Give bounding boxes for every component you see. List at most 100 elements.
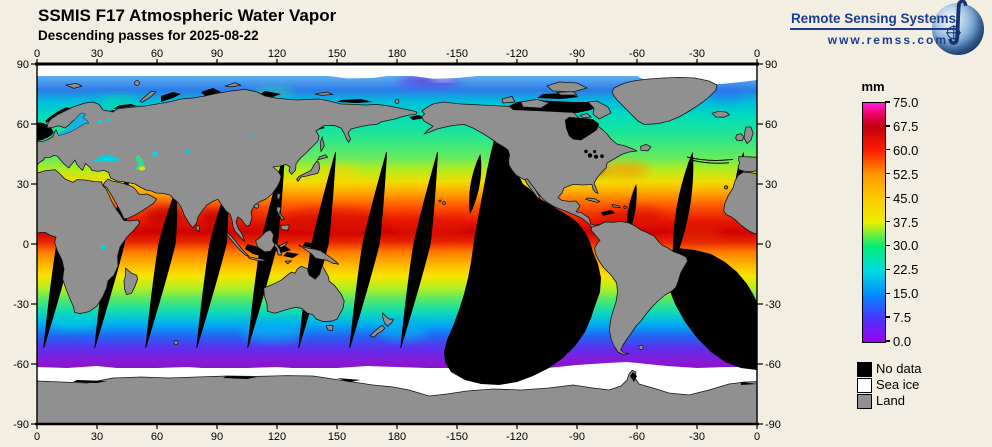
svg-text:0: 0	[765, 239, 771, 251]
land-iceland	[712, 111, 730, 117]
legend-swatch	[857, 394, 872, 409]
land-new-guinea	[299, 245, 339, 264]
svg-text:30: 30	[91, 48, 103, 60]
inland-seas-layer	[57, 113, 256, 250]
svg-text:-60: -60	[13, 359, 29, 371]
land-antarctica	[37, 370, 757, 424]
colorbar-tick	[885, 292, 890, 294]
svg-text:0: 0	[23, 239, 29, 251]
svg-text:-60: -60	[629, 48, 645, 60]
svg-text:-60: -60	[765, 359, 781, 371]
svg-text:30: 30	[17, 179, 29, 191]
svg-text:180: 180	[388, 48, 406, 60]
colorbar	[862, 102, 886, 343]
page-subtitle: Descending passes for 2025-08-22	[38, 28, 259, 43]
legend-swatch	[857, 362, 872, 377]
land-baja	[525, 179, 540, 198]
swath-edge-arcs	[687, 157, 733, 163]
land-south-america	[591, 221, 688, 355]
colorbar-units: mm	[861, 79, 885, 94]
colorbar-tick-label: 52.5	[893, 166, 919, 182]
land-west-africa	[724, 172, 757, 233]
integral-icon: ∫	[945, 0, 971, 47]
colorbar-tick-label: 15.0	[893, 286, 919, 302]
arctic-islands-layer	[502, 82, 611, 119]
svg-text:180: 180	[388, 431, 406, 443]
svg-text:0: 0	[754, 431, 760, 443]
svg-text:150: 150	[328, 431, 346, 443]
land-ireland	[736, 134, 744, 141]
colorbar-tick	[885, 316, 890, 318]
page-title: SSMIS F17 Atmospheric Water Vapor	[38, 6, 337, 25]
land-uk	[744, 127, 753, 144]
land-madagascar	[124, 268, 138, 294]
land-iberia-west	[738, 157, 757, 172]
svg-text:-90: -90	[13, 419, 29, 431]
svg-text:60: 60	[17, 119, 29, 131]
colorbar-tick-label: 67.5	[893, 118, 919, 134]
svg-text:90: 90	[17, 59, 29, 71]
svg-text:-120: -120	[506, 431, 528, 443]
branding: Remote Sensing Systems www.remss.com	[790, 10, 958, 47]
svg-text:120: 120	[268, 431, 286, 443]
svg-text:30: 30	[91, 431, 103, 443]
crosshair-icon	[947, 26, 960, 39]
org-url-link[interactable]: www.remss.com	[827, 33, 948, 47]
colorbar-tick-label: 7.5	[893, 310, 912, 326]
colorbar-tick	[885, 244, 890, 247]
land-layer	[37, 77, 757, 424]
svg-text:-150: -150	[446, 431, 468, 443]
colorbar-tick	[885, 220, 890, 223]
svg-text:-30: -30	[689, 48, 705, 60]
legend-label: Land	[876, 393, 905, 408]
land-eurasia	[37, 89, 417, 241]
svg-text:60: 60	[151, 48, 163, 60]
land-australia	[264, 266, 344, 322]
svg-text:0: 0	[34, 431, 40, 443]
colorbar-tick	[885, 101, 890, 103]
legend-label: No data	[876, 361, 922, 376]
land-cuba	[586, 198, 600, 202]
svg-text:90: 90	[765, 59, 777, 71]
svg-text:0: 0	[34, 48, 40, 60]
land-japan	[297, 161, 320, 182]
org-name-link[interactable]: Remote Sensing Systems	[790, 11, 958, 30]
map-axes: 0 0 30 30 60 60 90 90 120 120 150 150 180 180 -150 -150…	[13, 48, 781, 443]
colorbar-tick-label: 75.0	[893, 95, 919, 110]
land-greenland	[612, 77, 717, 124]
colorbar-tick	[885, 125, 890, 127]
svg-text:-90: -90	[765, 419, 781, 431]
svg-text:60: 60	[765, 119, 777, 131]
colorbar-tick-label: 60.0	[893, 142, 919, 158]
land-arabia	[103, 179, 157, 219]
colorbar-tick-label: 37.5	[893, 214, 919, 230]
svg-text:-90: -90	[569, 48, 585, 60]
svg-text:30: 30	[765, 179, 777, 191]
svg-text:150: 150	[328, 48, 346, 60]
colorbar-tick	[885, 173, 890, 175]
svg-text:-30: -30	[13, 299, 29, 311]
land-africa	[37, 170, 140, 314]
svg-text:90: 90	[211, 48, 223, 60]
svg-text:-30: -30	[765, 299, 781, 311]
svg-text:0: 0	[754, 48, 760, 60]
legend-swatch	[857, 378, 872, 393]
svg-text:-90: -90	[569, 431, 585, 443]
svg-text:-60: -60	[629, 431, 645, 443]
colorbar-tick-label: 22.5	[893, 262, 919, 278]
colorbar-tick	[885, 196, 890, 199]
svg-text:-120: -120	[506, 48, 528, 60]
svg-text:120: 120	[268, 48, 286, 60]
colorbar-tick-label: 45.0	[893, 190, 919, 206]
colorbar-tick	[885, 149, 890, 151]
colorbar-tick	[885, 268, 890, 270]
svg-text:90: 90	[211, 431, 223, 443]
legend-label: Sea ice	[876, 377, 920, 392]
colorbar-tick	[885, 340, 890, 342]
svg-text:-30: -30	[689, 431, 705, 443]
svg-text:-150: -150	[446, 48, 468, 60]
colorbar-tick-label: 30.0	[893, 238, 919, 254]
svg-text:60: 60	[151, 431, 163, 443]
